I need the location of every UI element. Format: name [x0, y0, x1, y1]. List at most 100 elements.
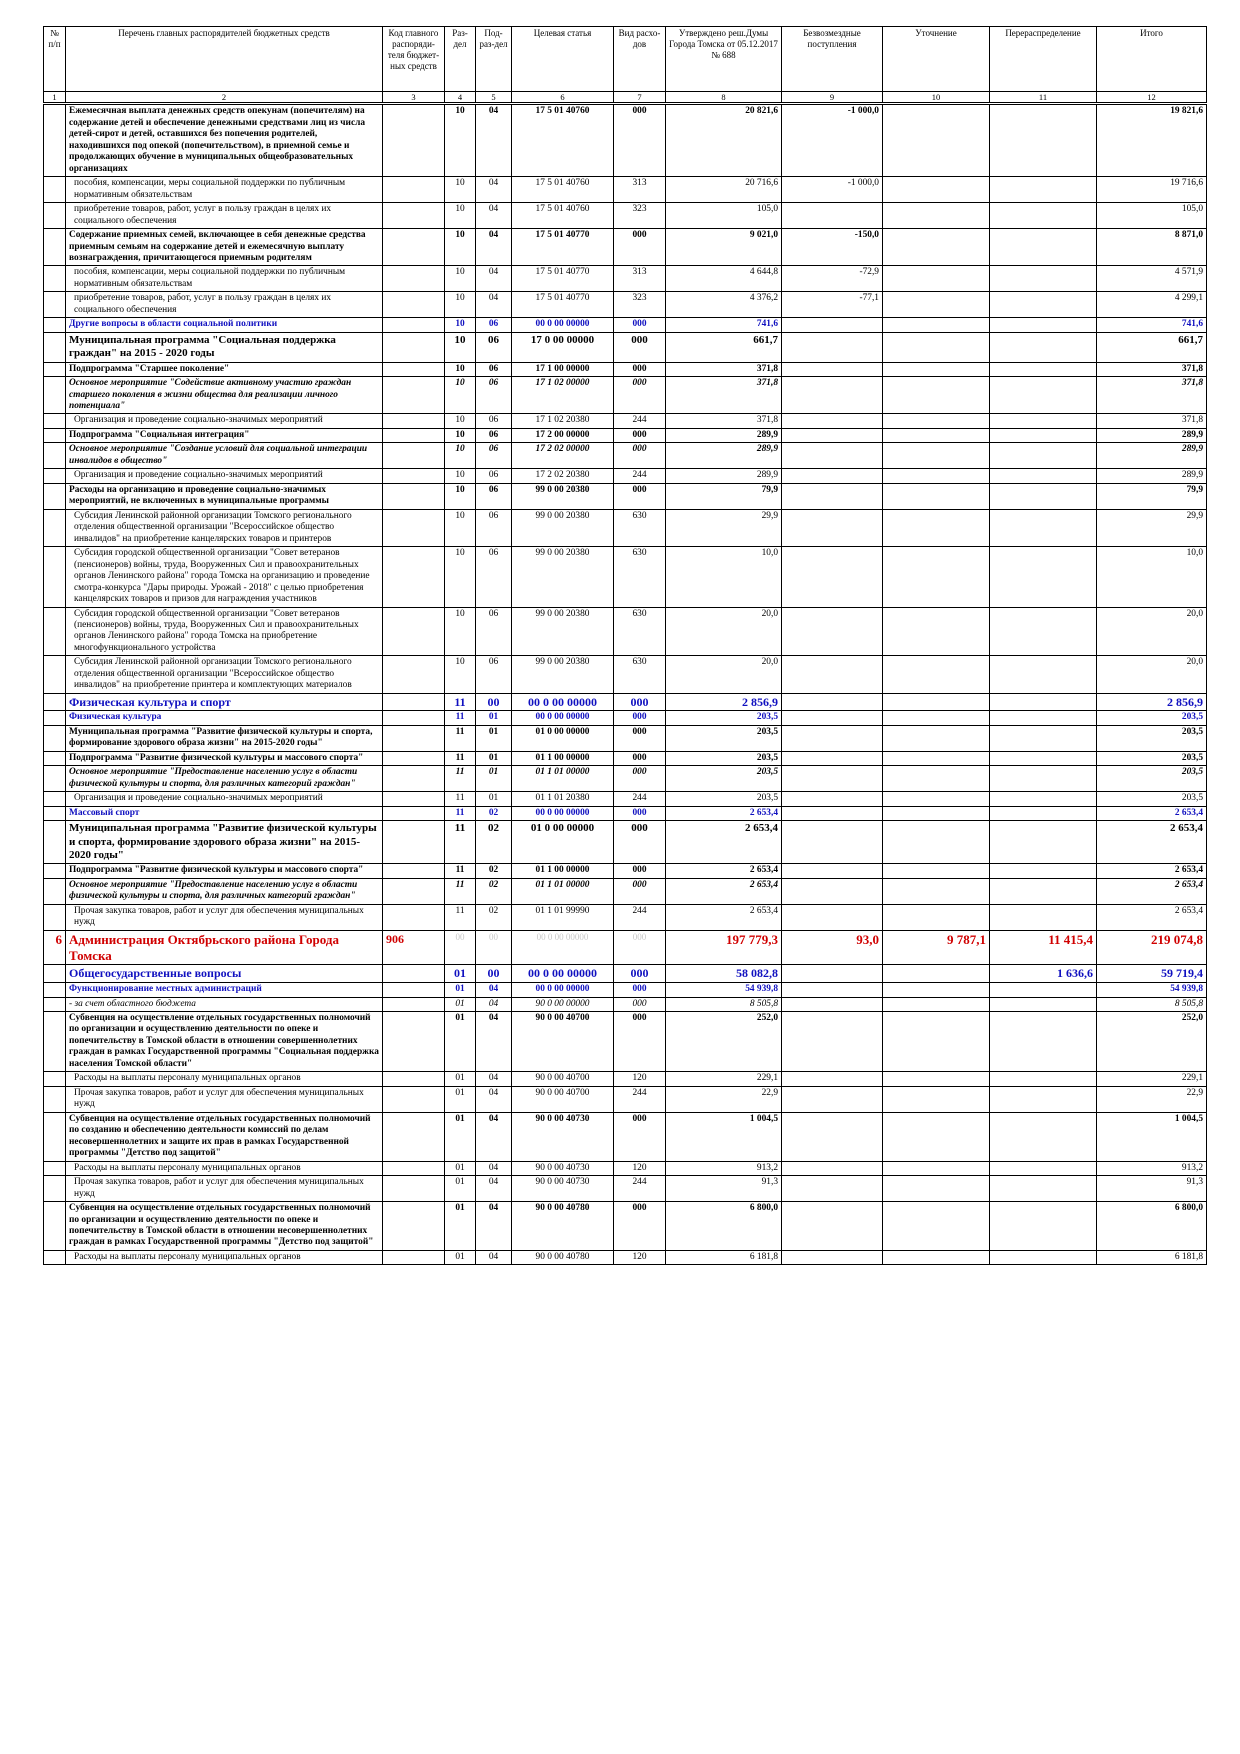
cell: 04 [475, 996, 512, 1013]
cell: 79,9 [1096, 482, 1207, 510]
cell: 99 0 00 20380 [511, 655, 614, 694]
cell: 10 [444, 468, 476, 484]
empty-cell [781, 1175, 883, 1203]
cell: 17 5 01 40760 [511, 176, 614, 204]
empty-cell [43, 202, 66, 230]
empty-cell [382, 1111, 445, 1162]
empty-cell [882, 265, 990, 293]
cell: 244 [613, 1175, 666, 1203]
empty-cell [882, 546, 990, 608]
header-cell: Уточнение [882, 26, 990, 92]
cell: 000 [613, 964, 666, 984]
cell: 105,0 [665, 202, 782, 230]
cell: 06 [475, 361, 512, 378]
empty-cell [989, 1111, 1097, 1162]
cell: 11 [444, 903, 476, 931]
cell: Содержание приемных семей, включающее в … [65, 228, 383, 267]
table-row: Прочая закупка товаров, работ и услуг дл… [43, 1175, 1207, 1203]
empty-cell [882, 482, 990, 510]
cell: Муниципальная программа "Социальная подд… [65, 331, 383, 363]
empty-cell [43, 331, 66, 363]
empty-cell [989, 176, 1097, 204]
cell: 000 [613, 692, 666, 712]
cell: 04 [475, 1175, 512, 1203]
cell: 04 [475, 1111, 512, 1162]
cell: 203,5 [665, 750, 782, 767]
empty-cell [781, 655, 883, 694]
empty-cell [382, 176, 445, 204]
cell: 02 [475, 903, 512, 931]
cell: 000 [613, 750, 666, 767]
empty-cell [781, 442, 883, 470]
cell: 06 [475, 331, 512, 363]
cell: 289,9 [1096, 468, 1207, 484]
empty-cell [882, 750, 990, 767]
empty-cell [382, 964, 445, 984]
cell: 17 2 02 00000 [511, 442, 614, 470]
cell: 10 [444, 413, 476, 429]
cell: приобретение товаров, работ, услуг в пол… [65, 291, 383, 319]
empty-cell [989, 805, 1097, 822]
cell: 000 [613, 331, 666, 363]
table-row: Расходы на выплаты персоналу муниципальн… [43, 1249, 1207, 1266]
cell: Субвенция на осуществление отдельных гос… [65, 1201, 383, 1251]
empty-cell [382, 1071, 445, 1087]
cell: 371,8 [1096, 361, 1207, 378]
cell: -150,0 [781, 228, 883, 267]
empty-cell [882, 317, 990, 333]
empty-cell [43, 508, 66, 548]
cell: 20 821,6 [665, 103, 782, 178]
empty-cell [781, 1111, 883, 1162]
cell: 661,7 [665, 331, 782, 363]
empty-cell [781, 750, 883, 767]
cell: пособия, компенсации, меры социальной по… [65, 265, 383, 293]
cell: 000 [613, 710, 666, 726]
cell: 01 [475, 791, 512, 807]
cell: 04 [475, 202, 512, 230]
empty-cell [43, 982, 66, 998]
cell: Организация и проведение социально-значи… [65, 791, 383, 807]
empty-cell [382, 765, 445, 793]
empty-cell [989, 791, 1097, 807]
empty-cell [989, 1071, 1097, 1087]
empty-cell [382, 546, 445, 608]
empty-cell [382, 413, 445, 429]
table-row: Подпрограмма "Старшее поколение" 10 06 17 1… [43, 361, 1207, 378]
cell: 06 [475, 655, 512, 694]
empty-cell [382, 291, 445, 319]
cell: 04 [475, 1011, 512, 1073]
cell: 252,0 [1096, 1011, 1207, 1073]
cell: Прочая закупка товаров, работ и услуг дл… [65, 1175, 383, 1203]
empty-cell [43, 1160, 66, 1177]
cell: 000 [613, 376, 666, 415]
cell: -1 000,0 [781, 103, 883, 178]
empty-cell [43, 176, 66, 204]
empty-cell [382, 655, 445, 694]
cell: 000 [613, 1111, 666, 1162]
cell: 10 [444, 376, 476, 415]
table-row: пособия, компенсации, меры социальной по… [43, 176, 1207, 204]
cell: 01 1 01 20380 [511, 791, 614, 807]
empty-cell [43, 482, 66, 510]
cell: 00 [444, 929, 476, 966]
cell: 00 [475, 929, 512, 966]
cell: 9 021,0 [665, 228, 782, 267]
empty-cell [382, 982, 445, 998]
table-row: Другие вопросы в области социальной поли… [43, 317, 1207, 333]
cell: 17 1 02 20380 [511, 413, 614, 429]
cell: 06 [475, 546, 512, 608]
cell: 2 856,9 [665, 692, 782, 712]
cell: 2 653,4 [1096, 820, 1207, 865]
cell: 01 1 01 99990 [511, 903, 614, 931]
cell: 19 821,6 [1096, 103, 1207, 178]
cell: 17 5 01 40770 [511, 265, 614, 293]
cell: 000 [613, 805, 666, 822]
cell: 000 [613, 442, 666, 470]
cell: Подпрограмма "Социальная интеграция" [65, 427, 383, 444]
empty-cell [882, 655, 990, 694]
empty-cell [882, 1175, 990, 1203]
cell: 229,1 [1096, 1071, 1207, 1087]
cell: 203,5 [665, 724, 782, 752]
cell: 04 [475, 1085, 512, 1113]
empty-cell [382, 1011, 445, 1073]
